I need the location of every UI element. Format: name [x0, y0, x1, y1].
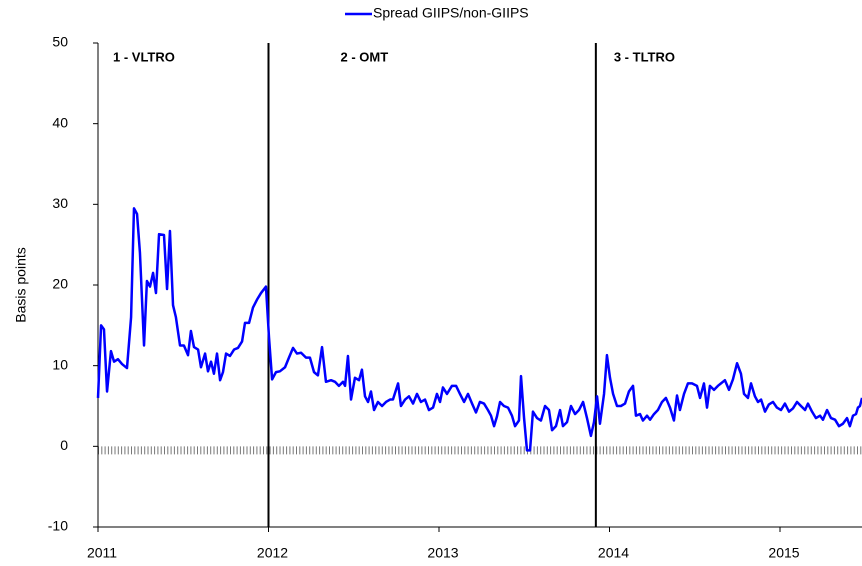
y-tick-label: 0: [60, 437, 68, 453]
x-tick-label: 2015: [768, 545, 799, 561]
y-tick-label: 50: [52, 34, 68, 50]
annotation: 2 - OMT: [340, 49, 388, 64]
x-tick-label: 2012: [257, 545, 288, 561]
x-tick-label: 2013: [427, 545, 458, 561]
y-tick-label: 20: [52, 276, 68, 292]
y-tick-label: -10: [48, 518, 68, 534]
y-tick-label: 10: [52, 356, 68, 372]
y-tick-label: 30: [52, 195, 68, 211]
y-axis-label: Basis points: [13, 247, 29, 322]
legend-label: Spread GIIPS/non-GIIPS: [373, 5, 529, 21]
x-tick-label: 2011: [87, 545, 117, 561]
y-tick-label: 40: [52, 114, 68, 130]
annotation: 3 - TLTRO: [614, 49, 675, 64]
series-line: [96, 207, 862, 452]
annotation: 1 - VLTRO: [113, 49, 175, 64]
x-tick-label: 2014: [598, 545, 629, 561]
